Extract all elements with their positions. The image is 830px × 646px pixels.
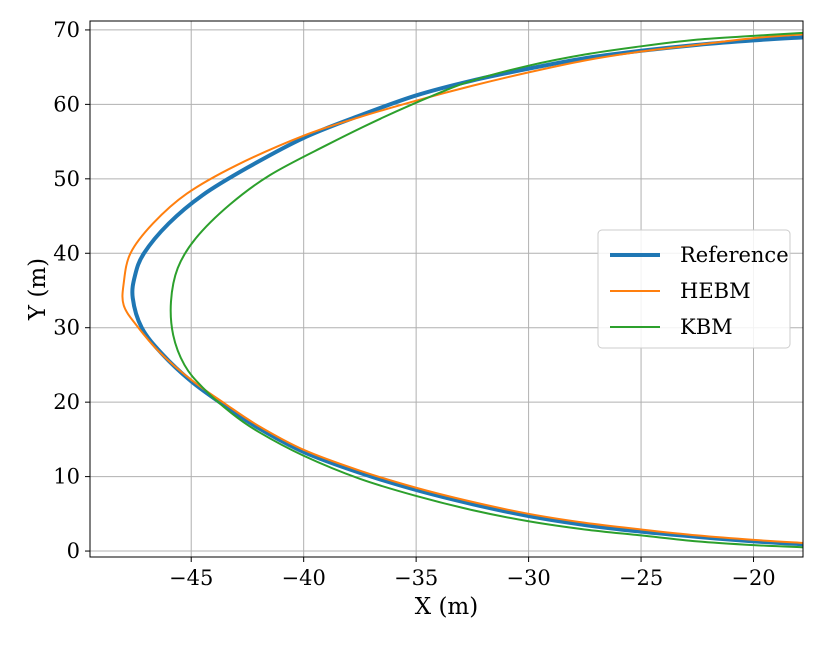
x-tick-label: −45 bbox=[169, 566, 213, 590]
y-tick-label: 50 bbox=[53, 167, 80, 191]
series-line-reference bbox=[130, 35, 803, 547]
y-tick-label: 0 bbox=[67, 539, 80, 563]
legend-label-reference: Reference bbox=[680, 243, 789, 267]
series-line-kbm bbox=[169, 31, 803, 549]
series-layer bbox=[121, 31, 803, 549]
legend-box bbox=[597, 229, 791, 349]
x-axis-label: X (m) bbox=[415, 594, 478, 620]
x-tick-label: −30 bbox=[506, 566, 550, 590]
x-tick-label: −20 bbox=[731, 566, 775, 590]
series-line-hebm bbox=[121, 33, 803, 544]
y-tick-label: 20 bbox=[53, 390, 80, 414]
axis-ticks: −45 −40 −35 −30 −25 −20 0 10 20 30 40 50 60 70 bbox=[53, 18, 775, 590]
x-tick-label: −35 bbox=[394, 566, 438, 590]
y-axis-label: Y (m) bbox=[25, 258, 51, 321]
legend-label-hebm: HEBM bbox=[680, 279, 751, 303]
plot-frame bbox=[89, 20, 804, 558]
y-tick-label: 10 bbox=[53, 465, 80, 489]
y-tick-label: 40 bbox=[53, 241, 80, 265]
legend: Reference HEBM KBM bbox=[597, 229, 791, 349]
y-tick-label: 30 bbox=[53, 316, 80, 340]
x-tick-label: −25 bbox=[619, 566, 663, 590]
y-tick-label: 60 bbox=[53, 92, 80, 116]
x-tick-label: −40 bbox=[282, 566, 326, 590]
y-tick-label: 70 bbox=[53, 18, 80, 42]
legend-label-kbm: KBM bbox=[680, 315, 733, 339]
